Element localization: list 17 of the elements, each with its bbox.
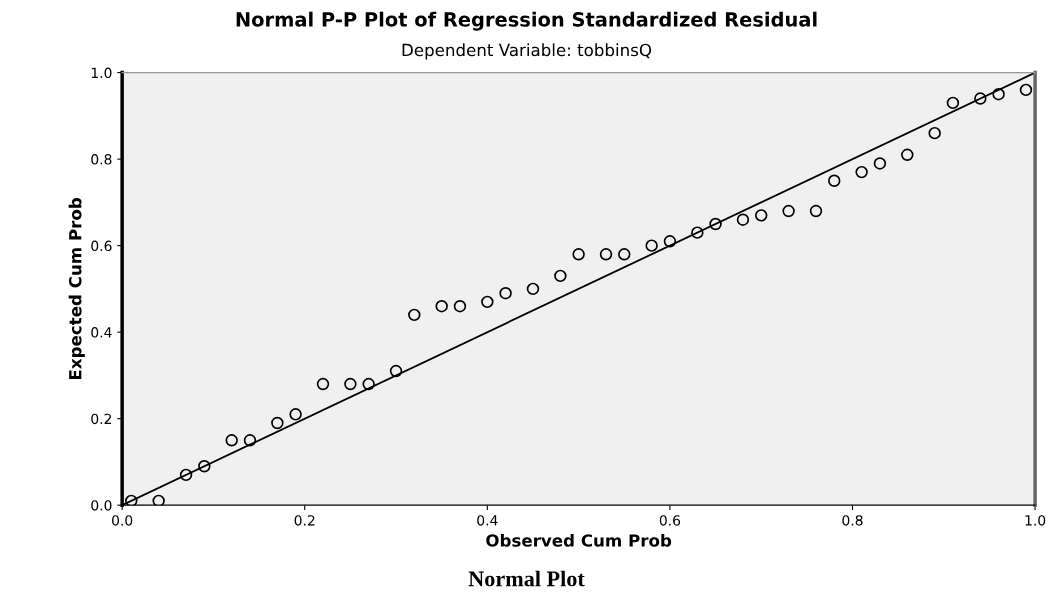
x-tick-label: 0.8 [842,515,863,526]
x-tick-label: 0.2 [294,515,315,526]
y-tick-label: 0.4 [91,327,112,338]
x-tick-label: 1.0 [1025,515,1046,526]
y-tick-label: 0.8 [91,154,112,165]
y-tick-label: 0.2 [91,413,112,425]
x-tick-label: 0.6 [659,515,681,526]
chart-subtitle: Dependent Variable: tobbinsQ [402,43,652,60]
y-axis-title: Expected Cum Prob [68,197,85,380]
x-tick-label: 0.4 [477,515,498,526]
text: Normal Plot [468,570,585,587]
chart-title: Normal P-P Plot of Regression Standardized Residual [236,11,817,31]
y-tick-label: 0.0 [91,500,112,511]
x-tick-label: 0.0 [112,515,133,526]
x-axis-title: Observed Cum Prob [486,533,672,547]
y-tick-label: 0.6 [91,240,112,252]
y-tick-label: 1.0 [91,67,112,79]
